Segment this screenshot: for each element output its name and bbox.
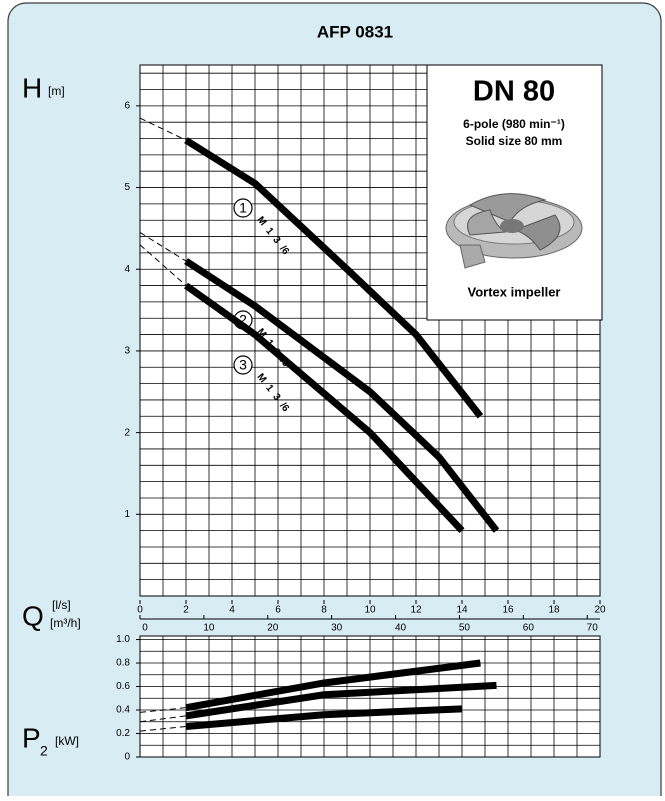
curve-extrapolation	[139, 707, 187, 713]
y-tick-label: 0	[124, 752, 130, 763]
x-axis-label: Q	[22, 600, 44, 631]
power-axis-label: P	[22, 722, 41, 753]
y-tick-label: 4	[124, 264, 130, 275]
curve	[184, 137, 484, 419]
inset-box	[426, 64, 603, 321]
curve-extrapolation	[139, 725, 187, 732]
x2-tick-label: 40	[395, 623, 407, 634]
x2-tick-label: 70	[587, 623, 599, 634]
x-tick-label: 16	[502, 605, 514, 616]
y-axis-label: H	[22, 72, 42, 103]
inset-impeller: Vortex impeller	[468, 284, 561, 299]
power-axis-sub: 2	[40, 743, 48, 759]
x-tick-label: 14	[456, 605, 468, 616]
x2-tick-label: 60	[523, 623, 535, 634]
y-tick-label: 0.6	[116, 681, 130, 692]
inset-speed: 6-pole (980 min⁻¹)	[463, 117, 565, 131]
y-axis-unit: [m]	[48, 84, 65, 98]
impeller-image	[445, 193, 583, 269]
y-tick-label: 5	[124, 182, 130, 193]
plot-frame	[139, 635, 601, 758]
x-tick-label: 2	[183, 605, 189, 616]
curve-label-circle	[233, 355, 253, 375]
x2-axis-unit: [m³/h]	[50, 616, 81, 630]
x-tick-label: 18	[548, 605, 560, 616]
x-tick-label: 20	[594, 605, 606, 616]
curve-extrapolation	[139, 232, 187, 262]
curve	[185, 659, 481, 712]
inset-heading: DN 80	[473, 76, 555, 108]
x-tick-label: 8	[321, 605, 327, 616]
curve-label-circle	[233, 198, 253, 218]
y-tick-label: 0.4	[116, 705, 130, 716]
y-tick-label: 0.2	[116, 728, 130, 739]
x2-tick-label: 10	[203, 623, 215, 634]
power-axis-unit: [kW]	[55, 734, 79, 748]
curve-extrapolation	[139, 244, 187, 286]
x2-tick-label: 50	[459, 623, 471, 634]
plot-frame	[139, 64, 601, 597]
x-axis-unit: [l/s]	[52, 598, 71, 612]
y-tick-label: 0.8	[116, 658, 130, 669]
y-tick-label: 2	[124, 427, 130, 438]
x-tick-label: 10	[364, 605, 376, 616]
curve-label: 1	[239, 200, 247, 216]
x2-tick-label: 30	[331, 623, 343, 634]
y-tick-label: 3	[124, 346, 130, 357]
chart-title: AFP 0831	[317, 22, 393, 41]
curve-label: 2	[239, 312, 247, 328]
x2-tick-label: 0	[142, 623, 148, 634]
x-tick-label: 0	[137, 605, 143, 616]
curve-label: 3	[239, 357, 247, 373]
curve	[185, 681, 497, 720]
curve	[184, 258, 500, 533]
curve-extrapolation	[139, 117, 187, 141]
y-tick-label: 1.0	[116, 634, 130, 645]
x-tick-label: 4	[229, 605, 235, 616]
curve	[185, 705, 463, 730]
curve	[183, 282, 465, 534]
inset-solid-size: Solid size 80 mm	[466, 134, 563, 148]
x-tick-label: 6	[275, 605, 281, 616]
y-tick-label: 6	[124, 100, 130, 111]
x2-tick-label: 20	[267, 623, 279, 634]
curve-extrapolation	[139, 715, 187, 723]
x-tick-label: 12	[410, 605, 422, 616]
y-tick-label: 1	[124, 509, 130, 520]
